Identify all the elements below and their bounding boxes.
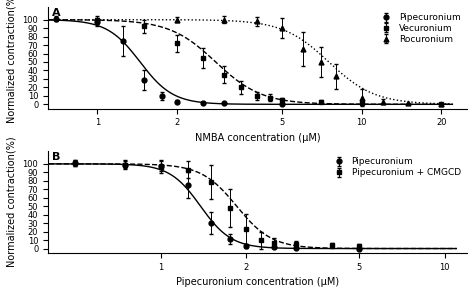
X-axis label: NMBA concentration (μM): NMBA concentration (μM) — [195, 133, 320, 143]
Y-axis label: Normalized contraction(%): Normalized contraction(%) — [7, 137, 17, 267]
Legend: Pipecuronium, Vecuronium, Rocuronium: Pipecuronium, Vecuronium, Rocuronium — [375, 11, 463, 46]
Y-axis label: Normalized contraction(%): Normalized contraction(%) — [7, 0, 17, 123]
X-axis label: Pipecuronium concentration (μM): Pipecuronium concentration (μM) — [176, 277, 339, 287]
Text: A: A — [52, 8, 61, 18]
Text: B: B — [52, 152, 61, 162]
Legend: Pipecuronium, Pipecuronium + CMGCD: Pipecuronium, Pipecuronium + CMGCD — [328, 156, 463, 179]
